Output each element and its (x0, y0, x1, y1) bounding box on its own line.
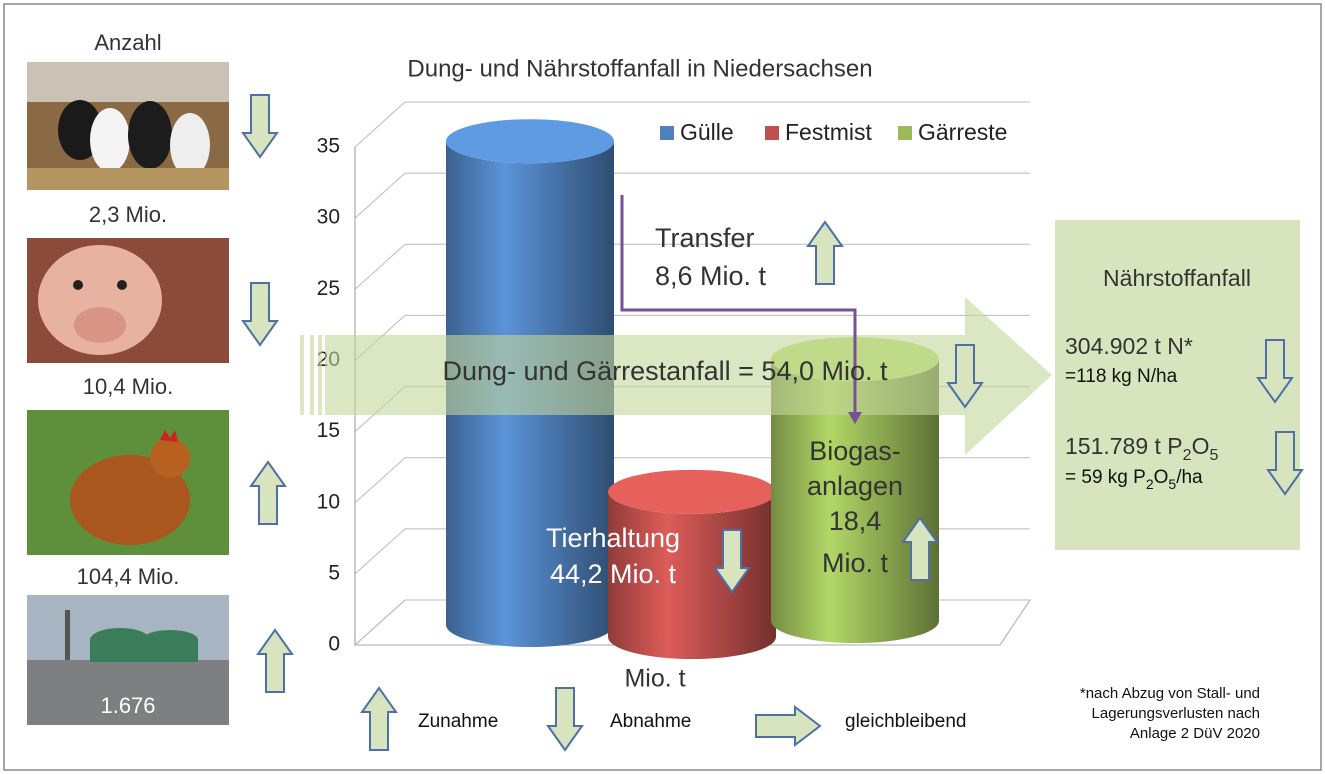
nutrient-box (1055, 220, 1300, 550)
chart-title: Dung- und Nährstoffanfall in Niedersachs… (407, 55, 872, 82)
count: 10,4 Mio. (83, 374, 174, 399)
text-part: 5 (1168, 476, 1176, 492)
legend-arrow-label: Abnahme (610, 711, 691, 732)
text-part: O (1192, 433, 1210, 459)
text-part: = 59 kg P (1065, 467, 1146, 488)
text-part: 2 (1146, 476, 1154, 492)
nutrient-n-ha: =118 kg N/ha (1065, 366, 1178, 387)
annotation: Tierhaltung (546, 523, 680, 553)
text-part: 5 (1209, 447, 1218, 464)
text-part: 2 (1183, 447, 1192, 464)
legend-arrow-label: Zunahme (418, 711, 498, 732)
annotation: 18,4 (829, 506, 882, 536)
transfer-line (620, 195, 857, 415)
legend-arrow-right (755, 704, 822, 748)
text-part: 151.789 t P (1065, 433, 1183, 459)
annotation: anlagen (807, 471, 903, 501)
annotation: Mio. t (822, 548, 889, 578)
flow-arrow-tail (310, 335, 314, 415)
footnote: Lagerungsverlusten nach (1092, 705, 1260, 722)
legend-label: Gülle (680, 119, 734, 145)
x-axis-label: Mio. t (624, 665, 685, 693)
bar-top (446, 119, 614, 164)
count: 104,4 Mio. (77, 564, 180, 589)
photo-cows (27, 62, 229, 190)
text-part: /ha (1176, 467, 1203, 488)
y-tick-label: 25 (317, 277, 340, 300)
flow-arrow (325, 297, 1052, 455)
legend-arrow-label: gleichbleibend (845, 711, 967, 732)
count: 1.676 (100, 693, 155, 718)
y-tick-label: 15 (317, 419, 340, 442)
bar (771, 359, 939, 643)
annotation: Biogas- (809, 436, 901, 466)
transfer-head (848, 412, 862, 424)
y-tick-label: 5 (328, 561, 340, 584)
nutrient-p: 151.789 t P2O5 (1065, 433, 1218, 464)
nutrient-n: 304.902 t N* (1065, 333, 1193, 359)
footnote: Anlage 2 DüV 2020 (1130, 725, 1260, 742)
bar-top (608, 469, 776, 514)
footnote: *nach Abzug von Stall- und (1080, 685, 1260, 702)
photo-hen (27, 410, 229, 555)
grid-line (354, 101, 1030, 148)
legend-swatch (898, 126, 912, 140)
y-tick-label: 0 (328, 633, 340, 656)
annotation: 8,6 Mio. t (655, 261, 767, 291)
flow-arrow-tail (300, 335, 304, 415)
annotation: Transfer (655, 223, 755, 253)
y-tick-label: 10 (317, 490, 340, 513)
plot: Dung- und Nährstoffanfall in Niedersachs… (300, 55, 1052, 693)
annotation: 44,2 Mio. t (550, 559, 677, 589)
y-tick-label: 35 (317, 135, 340, 158)
animals-title: Anzahl (94, 30, 161, 55)
nutrient-p-ha: = 59 kg P2O5/ha (1065, 467, 1203, 492)
photo-pig (27, 238, 229, 363)
legend-swatch (660, 126, 674, 140)
legend-label: Festmist (785, 119, 873, 145)
annotation: Dung- und Gärrestanfall = 54,0 Mio. t (443, 356, 888, 386)
y-tick-label: 30 (317, 206, 340, 229)
count: 2,3 Mio. (89, 202, 167, 227)
legend-swatch (765, 126, 779, 140)
nutrient-title: Nährstoffanfall (1103, 265, 1251, 291)
legend-label: Gärreste (918, 119, 1007, 145)
flow-arrow-tail (318, 335, 322, 415)
photo-biogas (27, 595, 229, 725)
text-part: O (1154, 467, 1169, 488)
grid-line (354, 172, 1030, 219)
